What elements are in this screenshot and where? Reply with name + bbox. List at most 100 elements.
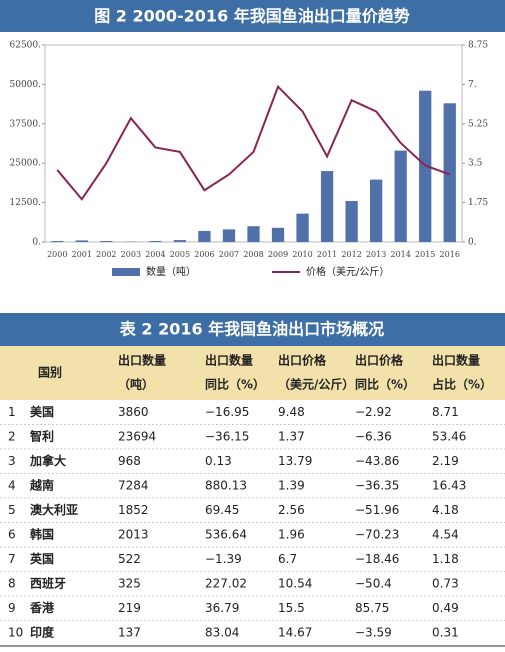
legend-label: 价格（美元/公斤） xyxy=(306,265,389,278)
y-tick-label: 37500. xyxy=(10,119,42,129)
bar xyxy=(271,227,285,242)
table-cell: 加拿大 xyxy=(29,453,66,468)
table-cell: 1.18 xyxy=(432,552,459,566)
bar xyxy=(222,229,236,242)
table-cell: −50.4 xyxy=(355,576,392,590)
y2-tick-label: 3.5 xyxy=(468,159,483,169)
table-cell: 印度 xyxy=(30,624,55,639)
x-tick-label: 2006 xyxy=(194,250,214,259)
bar xyxy=(198,230,211,242)
table-cell: 英国 xyxy=(30,551,54,566)
table-cell: 0.31 xyxy=(432,625,459,639)
table-cell: 16.43 xyxy=(432,478,466,492)
x-tick-label: 2007 xyxy=(219,250,239,259)
bar xyxy=(345,201,358,242)
x-tick-label: 2016 xyxy=(440,250,460,259)
table-header-bg xyxy=(0,346,505,400)
table-cell: 1.39 xyxy=(278,478,305,492)
table-cell: −36.15 xyxy=(205,429,249,443)
table-cell: −43.86 xyxy=(355,454,399,468)
table-header-cell: 同比（%） xyxy=(355,377,415,392)
x-tick-label: 2015 xyxy=(415,250,435,259)
table-cell: 137 xyxy=(118,625,141,639)
table-cell: −2.92 xyxy=(355,405,392,419)
table-cell: 10.54 xyxy=(278,576,312,590)
table-cell: 9 xyxy=(8,601,16,615)
x-tick-label: 2003 xyxy=(121,250,141,259)
table-cell: 968 xyxy=(118,454,141,468)
bar xyxy=(394,150,407,242)
table-cell: 4 xyxy=(8,478,16,492)
table-cell: 227.02 xyxy=(205,576,247,590)
bar xyxy=(173,240,187,242)
bar xyxy=(370,179,383,242)
x-tick-label: 2010 xyxy=(292,250,312,259)
table-header-cell: 出口数量 xyxy=(205,353,253,368)
table-cell: 0.49 xyxy=(432,601,459,615)
x-tick-label: 2012 xyxy=(341,250,361,259)
x-tick-label: 2001 xyxy=(72,250,92,259)
table-header-cell: 出口价格 xyxy=(355,353,404,368)
table-cell: 880.13 xyxy=(205,478,247,492)
table-cell: 美国 xyxy=(30,404,54,419)
x-tick-label: 2000 xyxy=(47,250,67,259)
table-cell: 5 xyxy=(8,503,16,517)
table-cell: −6.36 xyxy=(355,429,392,443)
y-tick-label: 50000. xyxy=(10,80,42,90)
table-cell: 韩国 xyxy=(30,526,54,541)
table-cell: 1 xyxy=(8,405,16,419)
table-header-cell: 出口数量 xyxy=(118,353,166,368)
table-cell: −3.59 xyxy=(355,625,392,639)
x-tick-label: 2004 xyxy=(145,250,165,259)
table-cell: 13.79 xyxy=(278,454,312,468)
x-tick-label: 2013 xyxy=(366,250,386,259)
table-cell: −16.95 xyxy=(205,405,249,419)
bar xyxy=(100,241,113,242)
table-header-cell: 出口数量 xyxy=(432,353,480,368)
table-cell: 15.5 xyxy=(278,601,305,615)
table-cell: 1.37 xyxy=(278,429,305,443)
x-tick-label: 2011 xyxy=(317,250,337,259)
table-cell: 西班牙 xyxy=(30,575,66,590)
x-tick-label: 2008 xyxy=(243,250,263,259)
bar xyxy=(247,226,260,242)
chart-banner xyxy=(0,0,505,32)
table-cell: 10 xyxy=(8,625,23,639)
table-cell: 1852 xyxy=(118,503,149,517)
x-tick-label: 2002 xyxy=(96,250,116,259)
table-cell: 0.13 xyxy=(205,454,232,468)
table-header-cell: （吨） xyxy=(118,377,154,392)
table-banner xyxy=(0,313,505,346)
y-tick-label: 62500. xyxy=(10,41,42,51)
chart-title: 图 2 2000-2016 年我国鱼油出口量价趋势 xyxy=(94,7,410,26)
table-cell: 83.04 xyxy=(205,625,239,639)
table-cell: 325 xyxy=(118,576,141,590)
table-cell: 7284 xyxy=(118,478,149,492)
table-cell: 6 xyxy=(8,527,16,541)
table-cell: −36.35 xyxy=(355,478,399,492)
bar xyxy=(51,241,64,242)
table-cell: −1.39 xyxy=(205,552,242,566)
table-title: 表 2 2016 年我国鱼油出口市场概况 xyxy=(119,320,384,339)
table-cell: 4.54 xyxy=(432,527,459,541)
bar xyxy=(443,103,456,242)
x-tick-label: 2014 xyxy=(390,250,410,259)
bar xyxy=(149,241,162,242)
table-cell: 14.67 xyxy=(278,625,312,639)
table-header-cell: 占比（%） xyxy=(432,377,492,392)
table-cell: 23694 xyxy=(118,429,156,443)
table-cell: 3860 xyxy=(118,405,149,419)
table-cell: 2.56 xyxy=(278,503,305,517)
table-cell: 1.96 xyxy=(278,527,305,541)
y-tick-label: 0. xyxy=(32,238,41,248)
x-tick-label: 2005 xyxy=(170,250,190,259)
table-cell: 219 xyxy=(118,601,141,615)
table-cell: 2 xyxy=(8,429,16,443)
y2-tick-label: 0. xyxy=(468,238,477,248)
table-cell: 0.73 xyxy=(432,576,459,590)
table-cell: 8 xyxy=(8,576,16,590)
table-cell: −51.96 xyxy=(355,503,399,517)
table-header-cell: 国别 xyxy=(38,366,62,380)
table-cell: 3 xyxy=(8,454,16,468)
